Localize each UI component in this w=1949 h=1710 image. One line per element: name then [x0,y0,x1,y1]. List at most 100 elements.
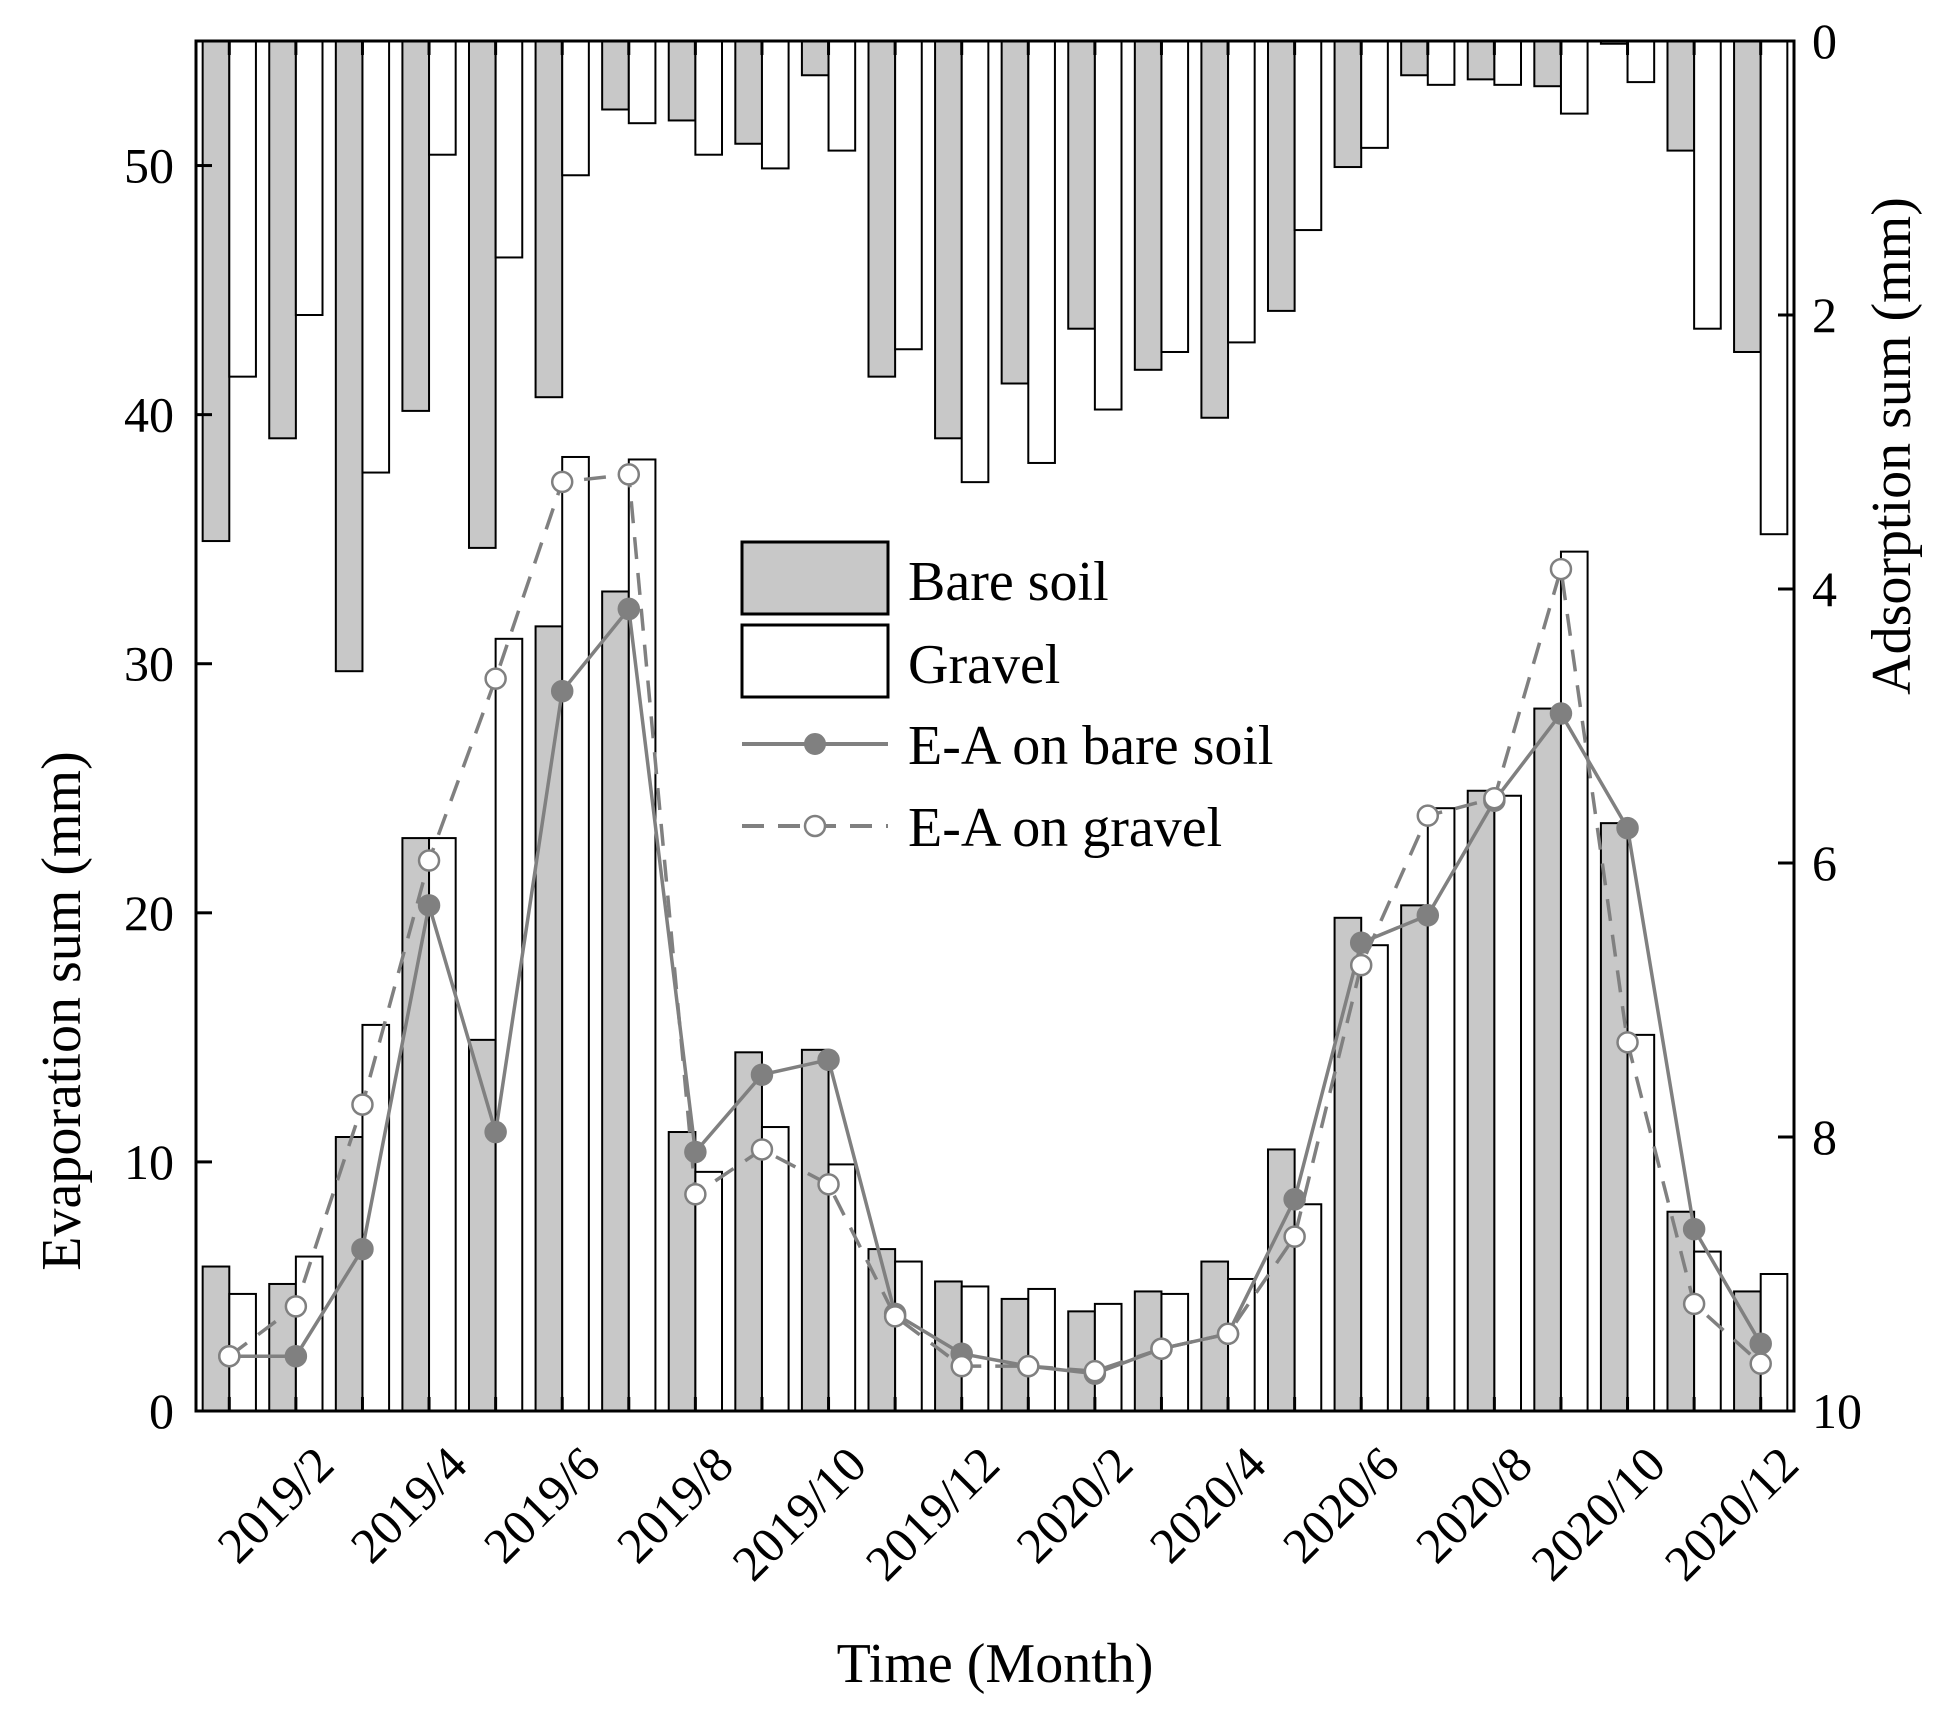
evaporation-bar-bare-soil [734,1051,763,1412]
point-ea-gravel [883,1305,907,1328]
adsorption-bar-gravel [1093,40,1123,411]
point-ea-gravel [1483,786,1506,810]
adsorption-bar-bare-soil [534,40,564,399]
evaporation-bar-gravel [561,455,590,1412]
left-y-tick-label: 30 [124,636,174,692]
point-ea-gravel [550,470,574,494]
adsorption-bar-bare-soil [667,40,697,122]
point-ea-gravel [750,1138,774,1161]
x-tick-label: 2020/6 [1272,1436,1410,1574]
legend-label-ea-gravel: E-A on gravel [908,797,1222,859]
point-ea-bare-soil [1349,931,1373,954]
evaporation-bar-gravel [1426,807,1456,1412]
adsorption-bar-gravel [1360,40,1389,149]
evaporation-bar-bare-soil [1533,707,1562,1412]
adsorption-bar-bare-soil [1000,40,1030,385]
evaporation-bar-gravel [1693,1250,1722,1412]
point-ea-gravel [1083,1359,1107,1383]
adsorption-bar-bare-soil [268,40,297,440]
adsorption-bar-gravel [428,40,457,156]
adsorption-bar-gravel [494,40,524,259]
adsorption-bar-gravel [760,40,790,170]
adsorption-bar-bare-soil [934,40,963,440]
evaporation-bar-gravel [494,637,524,1412]
adsorption-bar-bare-soil [1333,40,1363,169]
right-y-tick-label: 4 [1812,561,1837,617]
x-tick-label: 2019/10 [721,1436,876,1591]
x-tick-label: 2019/6 [473,1436,611,1574]
evaporation-bar-bare-soil [1266,1148,1296,1413]
adsorption-bar-bare-soil [800,40,830,77]
evaporation-bar-bare-soil [201,1265,231,1412]
adsorption-bars [201,40,1789,673]
adsorption-bar-bare-soil [1466,40,1496,81]
adsorption-bar-bare-soil [734,40,763,145]
adsorption-bar-bare-soil [201,40,231,543]
point-ea-gravel [1749,1352,1772,1375]
adsorption-bar-bare-soil [1733,40,1762,353]
adsorption-bar-bare-soil [1200,40,1230,419]
point-ea-gravel [817,1173,840,1196]
right-y-tick-label: 6 [1812,835,1837,891]
adsorption-bar-gravel [1426,40,1456,86]
point-ea-bare-soil [1416,904,1440,927]
adsorption-bar-bare-soil [401,40,431,412]
ea-lines [218,463,1772,1385]
evaporation-bar-bare-soil [1400,904,1429,1412]
point-ea-gravel [1216,1322,1240,1346]
evaporation-bar-gravel [1093,1302,1123,1412]
x-tick-label: 2019/2 [206,1436,344,1574]
evaporation-bar-bare-soil [1000,1297,1030,1412]
point-ea-bare-soil [750,1063,774,1086]
adsorption-bar-bare-soil [1533,40,1562,88]
left-y-tick-label: 10 [124,1134,174,1190]
x-tick-label: 2020/2 [1005,1436,1143,1574]
point-ea-gravel [1682,1292,1706,1316]
evaporation-bar-gravel [694,1170,724,1412]
point-ea-bare-soil [417,894,441,917]
point-ea-bare-soil [351,1237,374,1261]
evaporation-bar-gravel [1227,1277,1256,1412]
x-tick-label: 2020/12 [1654,1436,1809,1591]
right-axis-title: Adsorption sum (mm) [1861,197,1923,695]
point-ea-gravel [684,1183,707,1206]
adsorption-bar-bare-soil [1067,40,1096,330]
adsorption-bar-bare-soil [1400,40,1429,77]
evaporation-bar-gravel [894,1260,923,1412]
legend-label-bare-soil: Bare soil [908,551,1109,613]
point-ea-bare-soil [1549,702,1573,725]
adsorption-bar-gravel [1293,40,1323,232]
adsorption-bar-gravel [827,40,857,152]
evaporation-bar-gravel [428,837,457,1412]
legend-marker-ea-gravel [803,814,827,838]
point-ea-bare-soil [1749,1332,1772,1355]
point-ea-gravel [484,667,507,690]
left-y-tick-label: 0 [149,1383,174,1439]
legend-label-gravel: Gravel [908,634,1060,696]
point-ea-gravel [1150,1337,1173,1360]
point-ea-bare-soil [817,1048,840,1072]
evaporation-bar-gravel [1360,944,1389,1412]
evaporation-bar-bare-soil [1599,822,1629,1412]
adsorption-bar-bare-soil [467,40,497,549]
evaporation-bar-gravel [827,1163,857,1413]
evaporation-bar-bare-soil [534,625,564,1412]
evaporation-bar-gravel [1559,550,1589,1412]
evaporation-bar-gravel [1493,794,1523,1412]
adsorption-bar-gravel [960,40,990,484]
adsorption-bar-gravel [627,40,657,125]
x-axis-title: Time (Month) [837,1633,1154,1695]
evaporation-bar-bare-soil [601,590,630,1412]
legend: Bare soil Gravel E-A on bare soil E-A on… [740,540,1273,859]
point-ea-gravel [1349,953,1373,977]
point-ea-bare-soil [1682,1217,1706,1241]
point-ea-bare-soil [1616,816,1639,840]
x-tick-label: 2020/4 [1139,1436,1277,1574]
right-y-tick-label: 10 [1812,1383,1862,1439]
x-tick-label: 2019/12 [855,1436,1010,1591]
evaporation-bar-bare-soil [667,1131,697,1412]
legend-marker-ea-bare-soil [804,733,826,755]
point-ea-gravel [1616,1031,1639,1054]
plot-frame [194,39,1796,1413]
